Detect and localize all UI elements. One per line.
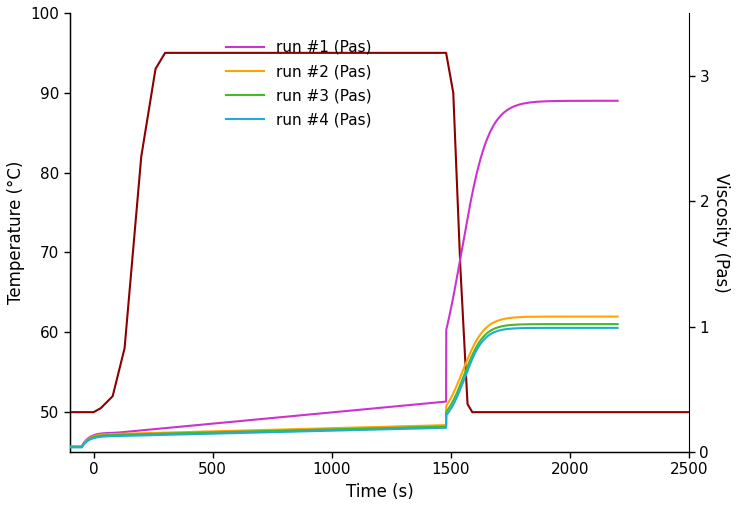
Line: run #1 (Pas): run #1 (Pas) [70, 101, 618, 447]
run #2 (Pas) [543, 313, 552, 320]
run #1 (Pas) [66, 443, 74, 450]
run #4 (Pas) [299, 428, 308, 434]
run #2 (Pas) [66, 444, 74, 450]
run #4 (Pas) [276, 429, 284, 435]
run #3 (Pas) [602, 321, 611, 327]
run #4 (Pas) [66, 444, 74, 451]
run #4 (Pas) [543, 325, 552, 331]
run #3 (Pas) [276, 428, 284, 434]
run #4 (Pas) [161, 432, 170, 438]
Line: run #4 (Pas): run #4 (Pas) [70, 328, 618, 448]
run #4 (Pas) [613, 325, 622, 331]
run #1 (Pas) [613, 98, 622, 104]
run #1 (Pas) [602, 98, 611, 104]
run #1 (Pas) [128, 428, 136, 434]
X-axis label: Time (s): Time (s) [346, 483, 413, 501]
run #2 (Pas) [613, 313, 622, 320]
Legend: run #1 (Pas), run #2 (Pas), run #3 (Pas), run #4 (Pas): run #1 (Pas), run #2 (Pas), run #3 (Pas)… [220, 34, 378, 134]
run #4 (Pas) [602, 325, 611, 331]
run #2 (Pas) [602, 313, 611, 320]
run #1 (Pas) [543, 98, 552, 104]
Line: run #3 (Pas): run #3 (Pas) [70, 324, 618, 447]
run #3 (Pas) [543, 321, 552, 327]
run #4 (Pas) [128, 433, 136, 439]
run #1 (Pas) [161, 425, 170, 431]
run #2 (Pas) [299, 426, 308, 432]
Y-axis label: Viscosity (Pas): Viscosity (Pas) [712, 173, 730, 293]
run #2 (Pas) [128, 430, 136, 436]
run #3 (Pas) [128, 431, 136, 437]
run #3 (Pas) [299, 427, 308, 433]
Line: run #2 (Pas): run #2 (Pas) [70, 316, 618, 447]
run #2 (Pas) [161, 430, 170, 436]
run #1 (Pas) [299, 412, 308, 418]
run #2 (Pas) [276, 427, 284, 433]
run #1 (Pas) [276, 414, 284, 420]
run #3 (Pas) [613, 321, 622, 327]
run #3 (Pas) [161, 431, 170, 437]
Y-axis label: Temperature (°C): Temperature (°C) [7, 161, 25, 304]
run #3 (Pas) [66, 444, 74, 450]
